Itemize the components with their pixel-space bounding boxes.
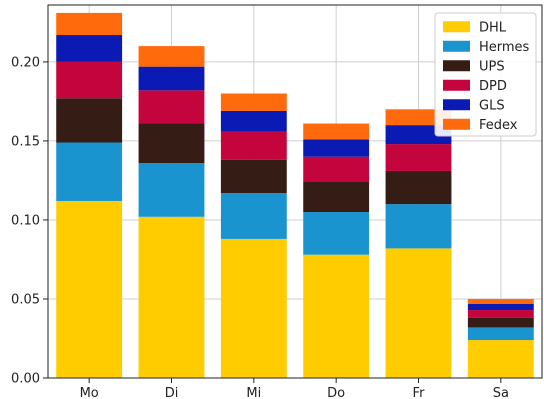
bar-segment <box>138 163 205 217</box>
legend-label: DPD <box>479 79 507 94</box>
legend: DHL Hermes UPS DPD GLS Fedex <box>434 12 537 137</box>
y-tick-label: 0.20 <box>11 55 40 70</box>
bar-stacks <box>56 12 534 378</box>
bar-segment <box>385 170 452 205</box>
bar-segment <box>56 98 123 143</box>
bar-segment <box>467 298 534 304</box>
axes: 0.00 0.05 0.10 0.15 0.20 Mo Di Mi Do Fr Sa <box>11 4 543 399</box>
bar-segment <box>138 46 205 67</box>
bar-segment <box>56 35 123 62</box>
bar-segment <box>303 123 370 140</box>
x-tick-label: Mi <box>246 386 261 399</box>
bar-segment <box>220 110 287 132</box>
y-tick-label: 0.00 <box>11 372 40 387</box>
legend-swatch <box>443 60 470 72</box>
legend-swatch <box>443 79 470 91</box>
legend-swatch <box>443 99 470 111</box>
bar-stack <box>385 109 452 378</box>
bar-segment <box>467 310 534 318</box>
x-tick-label: Fr <box>413 386 426 399</box>
bar-segment <box>467 317 534 328</box>
bar-segment <box>220 159 287 194</box>
bar-segment <box>385 144 452 171</box>
bar-segment <box>56 61 123 99</box>
bar-segment <box>303 212 370 255</box>
bar-segment <box>303 254 370 378</box>
legend-swatch <box>443 40 470 52</box>
plot-frame <box>47 4 543 379</box>
bar-segment <box>56 142 123 201</box>
bar-segment <box>220 193 287 239</box>
legend-swatch <box>443 118 470 130</box>
bar-segment <box>138 123 205 164</box>
bar-stack <box>56 12 123 378</box>
x-tick-label: Mo <box>80 386 99 399</box>
x-tick-label: Di <box>165 386 179 399</box>
bar-stack <box>467 298 534 378</box>
bar-segment <box>467 340 534 378</box>
bar-stack <box>138 46 205 378</box>
legend-label: Fedex <box>479 118 518 133</box>
bar-stack <box>303 123 370 378</box>
bar-segment <box>385 204 452 249</box>
bar-segment <box>220 93 287 111</box>
bar-segment <box>303 182 370 213</box>
bar-segment <box>385 248 452 378</box>
bar-segment <box>56 200 123 378</box>
bar-segment <box>467 303 534 311</box>
bar-segment <box>303 139 370 157</box>
legend-label: Hermes <box>479 40 530 55</box>
x-tick-label: Do <box>327 386 345 399</box>
bar-stack <box>220 93 287 378</box>
y-tick-label: 0.05 <box>11 292 40 307</box>
bar-segment <box>303 156 370 183</box>
bar-segment <box>220 131 287 160</box>
y-tick-label: 0.15 <box>11 134 40 149</box>
bar-segment <box>138 66 205 91</box>
bar-segment <box>56 12 123 36</box>
legend-label: DHL <box>479 20 507 35</box>
x-tick-label: Sa <box>493 386 509 399</box>
legend-label: GLS <box>479 98 505 113</box>
bar-segment <box>467 327 534 341</box>
bar-segment <box>138 90 205 124</box>
bar-segment <box>220 238 287 378</box>
legend-label: UPS <box>479 59 505 74</box>
bar-segment <box>138 216 205 378</box>
legend-swatch <box>443 21 470 33</box>
y-tick-label: 0.10 <box>11 213 40 228</box>
